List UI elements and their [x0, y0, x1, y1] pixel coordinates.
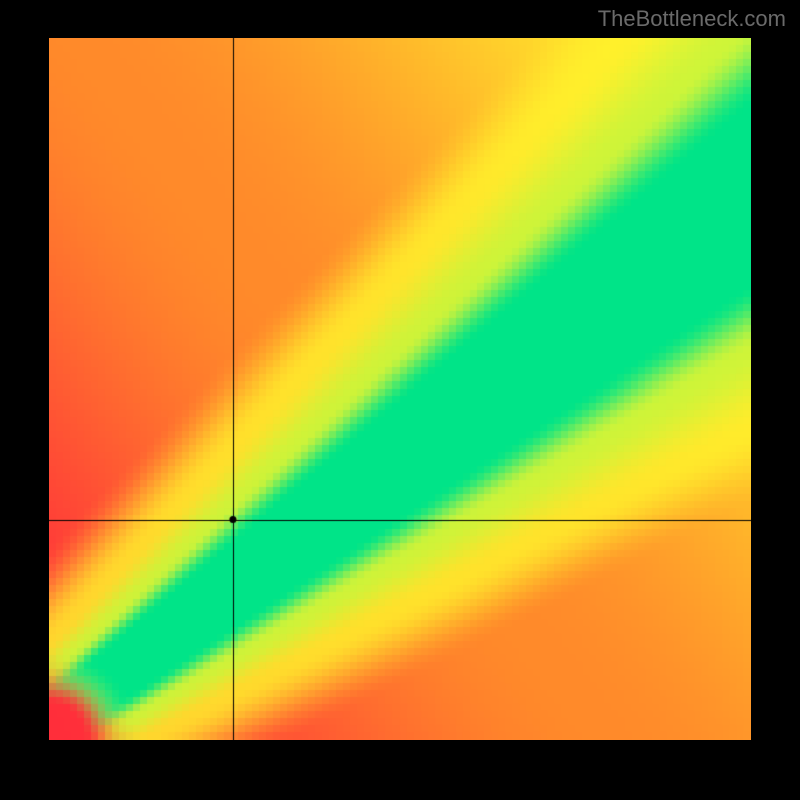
plot-area [49, 38, 751, 740]
heatmap-canvas [49, 38, 751, 740]
chart-frame: TheBottleneck.com [0, 0, 800, 800]
watermark-label: TheBottleneck.com [598, 6, 786, 32]
